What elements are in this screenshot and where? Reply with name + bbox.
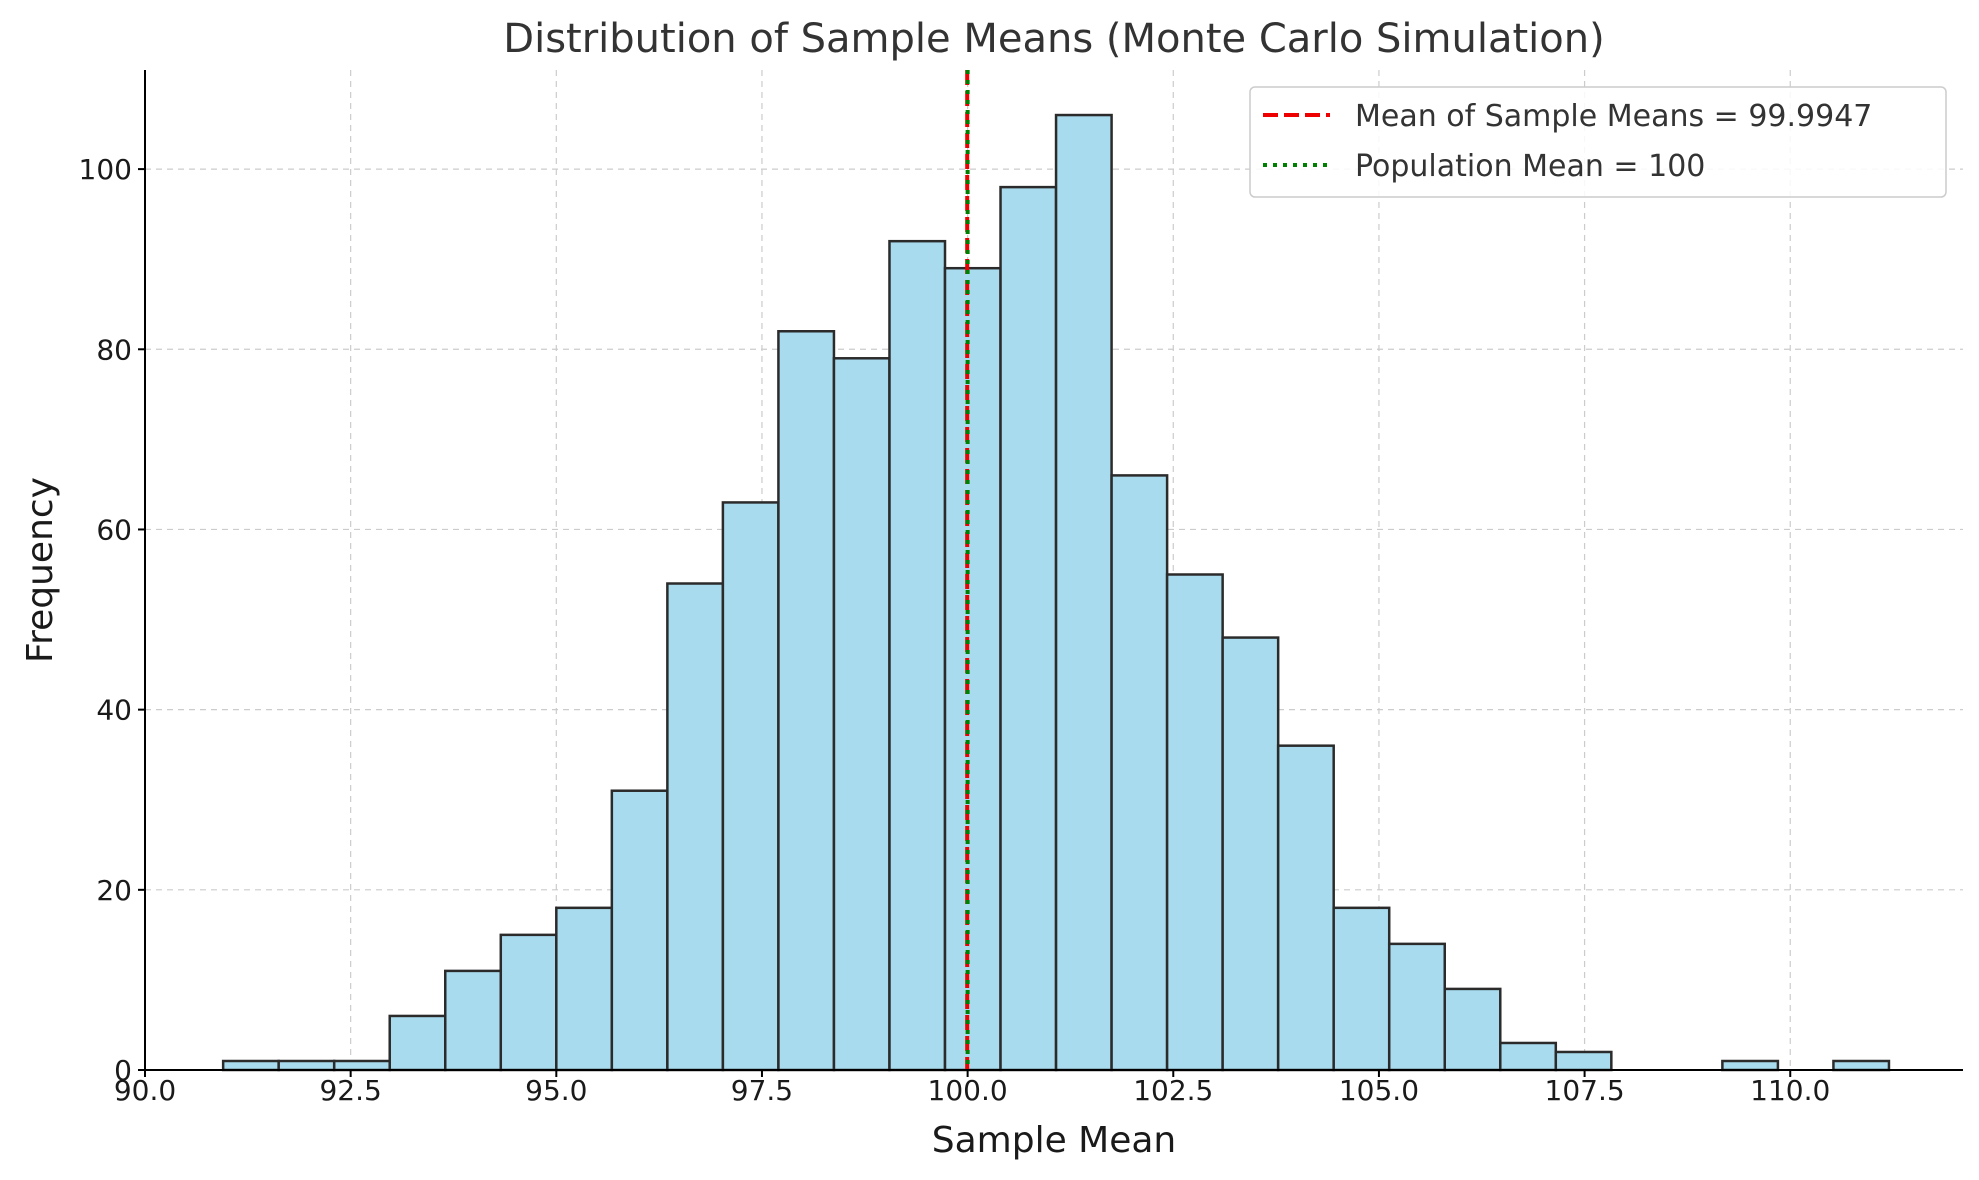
histogram-bar — [1387, 942, 1446, 1072]
histogram-bar — [1721, 1059, 1780, 1072]
y-tick-label: 80 — [96, 333, 132, 366]
x-tick-label: 105.0 — [1339, 1074, 1419, 1107]
histogram-bar — [1054, 113, 1113, 1072]
histogram-bar — [499, 933, 558, 1072]
y-tick-label: 40 — [96, 694, 132, 727]
y-tick-label: 60 — [96, 513, 132, 546]
histogram-bars — [221, 113, 1891, 1072]
axes — [144, 70, 1963, 1071]
histogram-bar — [1110, 474, 1169, 1072]
histogram-bar — [832, 357, 891, 1072]
histogram-bar — [555, 906, 614, 1072]
histogram-bar — [1332, 906, 1391, 1072]
histogram-bar — [888, 239, 947, 1072]
histogram-bar — [1276, 744, 1335, 1072]
legend-population-mean-label: Population Mean = 100 — [1355, 149, 1705, 184]
histogram-bar — [1499, 1041, 1558, 1072]
histogram-bar — [777, 330, 836, 1072]
histogram-bar — [332, 1059, 391, 1072]
x-tick-label: 107.5 — [1545, 1074, 1625, 1107]
histogram-bar — [943, 266, 1002, 1072]
legend: Mean of Sample Means = 99.9947 Populatio… — [1249, 86, 1947, 198]
y-tick-label: 100 — [79, 153, 132, 186]
legend-box — [1249, 86, 1947, 198]
y-tick-label: 0 — [114, 1054, 132, 1087]
histogram-bar — [721, 501, 780, 1072]
histogram-bar — [610, 789, 669, 1072]
histogram-bar — [666, 582, 725, 1072]
histogram-bar — [277, 1059, 336, 1072]
y-ticks: 0 20 40 60 80 100 — [79, 153, 145, 1087]
x-axis-label: Sample Mean — [932, 1120, 1177, 1161]
histogram-bar — [388, 1014, 447, 1072]
x-tick-label: 95.0 — [525, 1074, 587, 1107]
y-tick-label: 20 — [96, 874, 132, 907]
histogram-bar — [1443, 987, 1502, 1072]
x-tick-label: 102.5 — [1133, 1074, 1213, 1107]
histogram-bar — [1165, 573, 1224, 1072]
x-tick-label: 100.0 — [928, 1074, 1008, 1107]
histogram-bar — [999, 185, 1058, 1072]
histogram-bar — [1832, 1059, 1891, 1072]
histogram-bar — [444, 969, 503, 1072]
x-ticks: 90.0 92.5 95.0 97.5 100.0 102.5 105.0 107.5 110.… — [114, 1070, 1830, 1107]
histogram-bar — [221, 1059, 280, 1072]
histogram-bar — [1221, 636, 1280, 1072]
x-tick-label: 92.5 — [319, 1074, 381, 1107]
x-tick-label: 90.0 — [114, 1074, 176, 1107]
chart-title: Distribution of Sample Means (Monte Carl… — [503, 16, 1604, 62]
histogram-bar — [1554, 1050, 1613, 1072]
legend-sample-mean-label: Mean of Sample Means = 99.9947 — [1355, 99, 1872, 134]
x-tick-label: 97.5 — [731, 1074, 793, 1107]
y-axis-label: Frequency — [20, 477, 61, 663]
x-tick-label: 110.0 — [1750, 1074, 1830, 1107]
